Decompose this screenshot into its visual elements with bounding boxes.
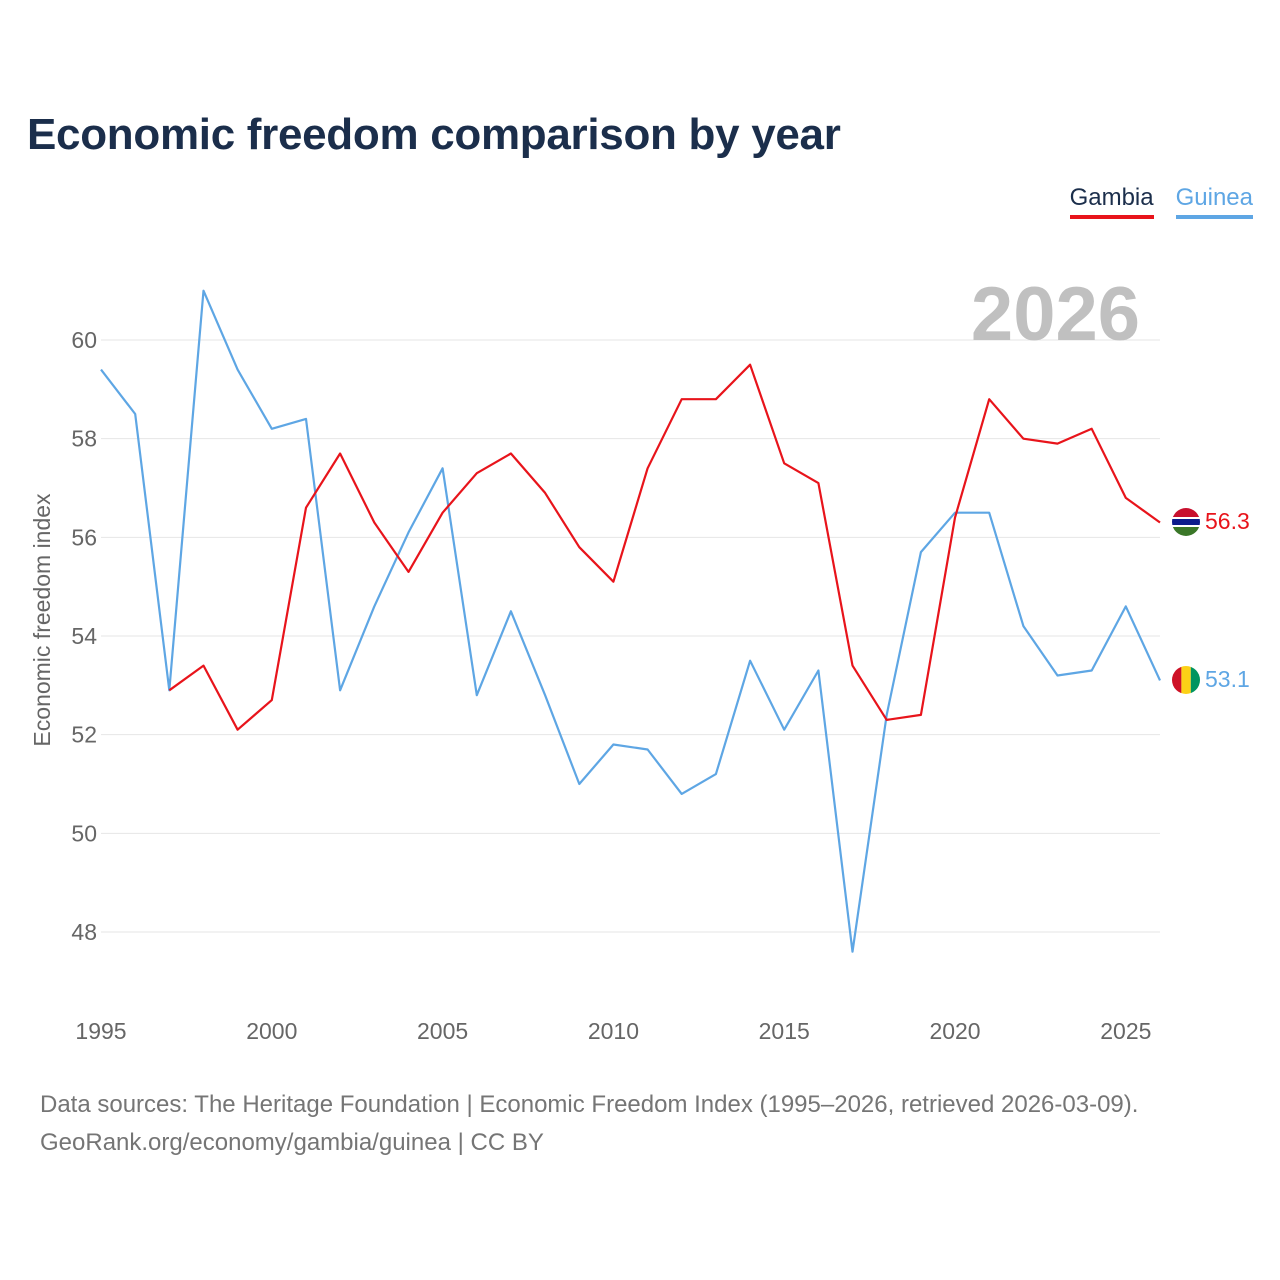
x-tick-label: 2025 [1100,1018,1151,1044]
x-tick-label: 2010 [588,1018,639,1044]
series-line-guinea[interactable] [100,289,1161,953]
series-lines [100,289,1161,953]
y-tick-label: 52 [71,722,97,748]
year-watermark: 2026 [971,272,1140,357]
chart-legend: Gambia Guinea [1069,184,1253,219]
footer-attribution: GeoRank.org/economy/gambia/guinea | CC B… [40,1129,544,1156]
y-axis-ticks: 48 50 52 54 56 58 60 [71,327,97,945]
chart-footer: Data sources: The Heritage Foundation | … [40,1086,1138,1162]
series-line-gambia[interactable] [168,363,1161,731]
footer-sources: Data sources: The Heritage Foundation | … [40,1091,1139,1118]
x-tick-label: 2020 [929,1018,980,1044]
guinea-flag-icon [1172,666,1200,694]
x-tick-label: 1995 [75,1018,126,1044]
legend-item-gambia[interactable]: Gambia [1069,184,1154,219]
y-tick-label: 50 [71,820,97,846]
line-chart: 2026 48 50 52 54 56 58 60 1995 2000 2005 2010 2015… [29,272,1250,1044]
grid-lines [101,339,1160,933]
end-label-guinea: 53.1 [1205,666,1250,692]
y-tick-label: 56 [71,524,97,550]
y-tick-label: 60 [71,327,97,353]
y-axis-label: Economic freedom index [29,493,55,747]
x-axis-ticks: 1995 2000 2005 2010 2015 2020 2025 [75,1018,1151,1044]
x-tick-label: 2005 [417,1018,468,1044]
x-tick-label: 2000 [246,1018,297,1044]
x-tick-label: 2015 [759,1018,810,1044]
y-tick-label: 58 [71,426,97,452]
legend-item-guinea[interactable]: Guinea [1175,184,1253,219]
gambia-flag-icon [1172,508,1200,536]
y-tick-label: 48 [71,919,97,945]
chart-title: Economic freedom comparison by year [27,110,841,159]
y-tick-label: 54 [71,623,97,649]
end-label-gambia: 56.3 [1205,508,1250,534]
